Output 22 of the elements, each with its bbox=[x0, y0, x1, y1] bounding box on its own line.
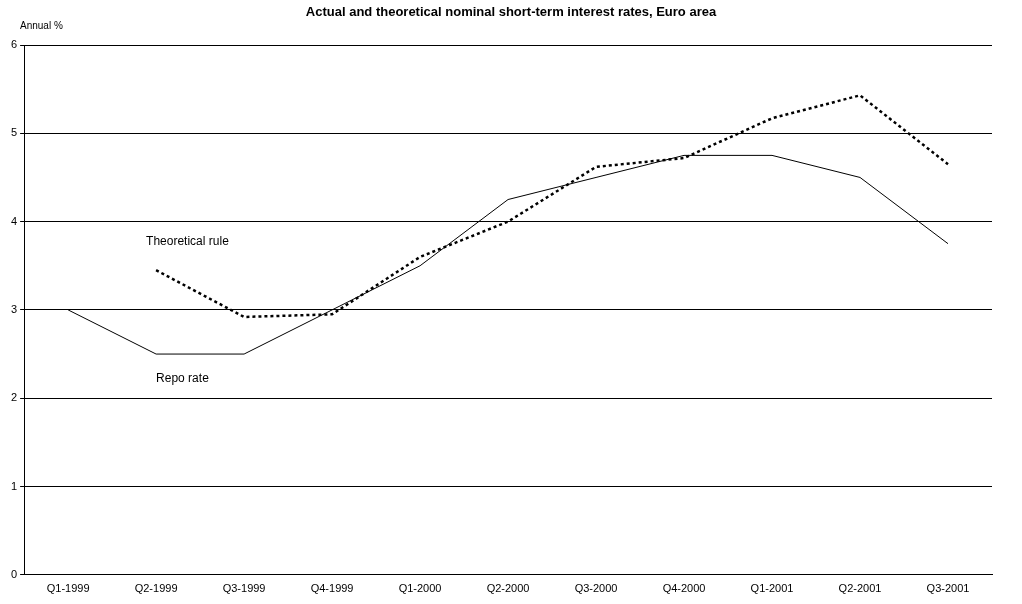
chart-title: Actual and theoretical nominal short-term interest rates, Euro area bbox=[304, 4, 718, 19]
y-tick-label: 3 bbox=[10, 302, 18, 315]
y-tick-label: 0 bbox=[10, 567, 18, 580]
x-tick-label: Q1-2000 bbox=[398, 582, 442, 595]
x-tick-label: Q2-2000 bbox=[486, 582, 530, 595]
x-tick-label: Q3-2000 bbox=[574, 582, 618, 595]
y-tick-label: 4 bbox=[10, 214, 18, 227]
y-tick-label: 1 bbox=[10, 479, 18, 492]
x-tick-label: Q3-2001 bbox=[926, 582, 970, 595]
x-tick-label: Q2-2001 bbox=[838, 582, 882, 595]
y-tick-label: 5 bbox=[10, 126, 18, 139]
y-tick-label: 6 bbox=[10, 38, 18, 51]
series-label: Repo rate bbox=[156, 371, 210, 386]
x-tick-label: Q4-1999 bbox=[310, 582, 354, 595]
x-tick-label: Q1-2001 bbox=[750, 582, 794, 595]
y-tick-label: 2 bbox=[10, 391, 18, 404]
x-tick-label: Q3-1999 bbox=[222, 582, 266, 595]
x-tick-label: Q2-1999 bbox=[134, 582, 178, 595]
y-axis-title: Annual % bbox=[20, 20, 63, 31]
x-tick-label: Q1-1999 bbox=[46, 582, 90, 595]
x-tick-label: Q4-2000 bbox=[662, 582, 706, 595]
series-label: Theoretical rule bbox=[146, 234, 230, 249]
